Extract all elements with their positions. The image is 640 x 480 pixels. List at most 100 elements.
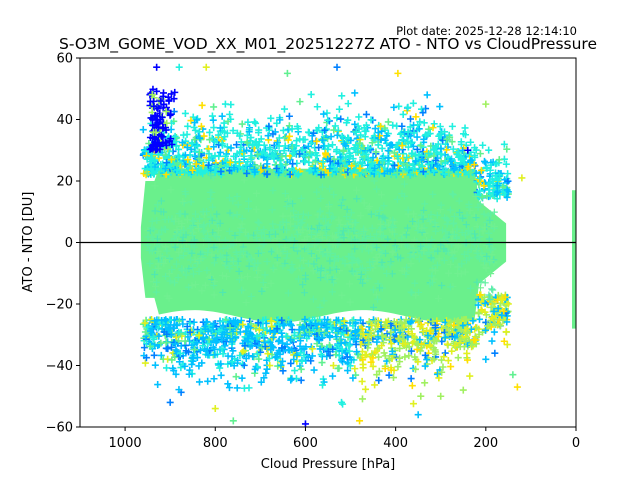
data-point	[347, 136, 355, 144]
data-point	[251, 118, 259, 126]
data-point	[172, 232, 180, 240]
data-point	[411, 365, 419, 373]
data-point	[434, 294, 442, 302]
data-point	[466, 206, 474, 214]
data-point	[500, 337, 508, 345]
data-point	[396, 344, 404, 352]
data-point	[185, 283, 193, 291]
data-point	[180, 226, 188, 234]
data-point	[175, 328, 183, 336]
data-point	[433, 261, 441, 269]
data-point	[240, 152, 248, 160]
data-point	[238, 374, 246, 382]
data-point	[298, 219, 306, 227]
data-point	[329, 345, 337, 353]
data-point	[436, 103, 444, 111]
data-point	[343, 205, 351, 213]
data-point	[358, 245, 366, 253]
data-point	[464, 248, 472, 256]
data-point	[265, 231, 273, 239]
data-point	[315, 215, 323, 223]
data-point	[375, 212, 383, 220]
data-point	[165, 294, 173, 302]
data-point	[490, 208, 498, 216]
data-point	[237, 138, 245, 146]
data-point	[188, 232, 196, 240]
data-point	[215, 227, 223, 235]
data-point	[173, 238, 181, 246]
data-point	[229, 127, 237, 135]
data-point	[230, 164, 238, 172]
data-point	[358, 159, 366, 167]
data-point	[292, 170, 300, 178]
data-point	[176, 254, 184, 262]
data-point	[359, 279, 367, 287]
data-point	[481, 299, 489, 307]
data-point	[247, 292, 255, 300]
data-point	[377, 135, 385, 143]
data-point	[322, 324, 330, 332]
data-point	[326, 165, 334, 173]
data-point	[455, 324, 463, 332]
data-point	[254, 249, 262, 257]
data-point	[179, 320, 187, 328]
data-point	[371, 164, 379, 172]
data-point	[142, 171, 150, 179]
data-point	[378, 331, 386, 339]
data-point	[490, 307, 498, 315]
data-point	[443, 135, 451, 143]
data-point	[266, 146, 274, 154]
data-point	[470, 161, 478, 169]
data-point	[367, 358, 375, 366]
data-point	[513, 383, 521, 391]
data-point	[480, 182, 488, 190]
data-point	[162, 243, 169, 251]
data-point	[398, 122, 406, 130]
data-point	[179, 197, 187, 205]
data-point	[307, 357, 315, 365]
data-point	[509, 371, 517, 379]
data-point	[331, 234, 339, 242]
data-point	[486, 179, 494, 187]
data-point	[365, 247, 373, 255]
data-point	[488, 337, 496, 345]
data-point	[430, 275, 438, 283]
data-point	[208, 251, 216, 259]
data-point	[163, 247, 171, 255]
data-point	[166, 398, 174, 406]
data-point	[154, 201, 162, 209]
data-point	[371, 317, 379, 325]
data-point	[226, 110, 234, 118]
data-point	[401, 353, 409, 361]
data-point	[333, 114, 341, 122]
data-point	[404, 137, 412, 145]
data-point	[490, 328, 498, 336]
data-point	[456, 208, 464, 216]
data-point	[368, 139, 376, 147]
data-point	[252, 205, 260, 213]
x-tick-label: 800	[203, 436, 228, 451]
data-point	[317, 194, 325, 202]
data-point	[369, 258, 377, 266]
data-point	[334, 327, 342, 335]
data-point	[207, 172, 215, 180]
data-point	[417, 105, 425, 113]
data-point	[418, 211, 426, 219]
data-point	[185, 370, 193, 378]
data-point	[229, 347, 237, 355]
data-point	[450, 321, 458, 329]
data-point	[415, 316, 423, 324]
data-point	[390, 218, 398, 226]
data-point	[172, 260, 180, 268]
data-point	[321, 227, 329, 235]
data-point	[407, 288, 415, 296]
data-point	[244, 232, 252, 240]
data-point	[377, 191, 385, 199]
data-point	[217, 360, 225, 368]
data-point	[229, 317, 237, 325]
data-point	[183, 323, 191, 331]
data-point	[204, 377, 212, 385]
data-point	[180, 199, 188, 207]
data-point	[448, 138, 456, 146]
data-point	[230, 152, 238, 160]
